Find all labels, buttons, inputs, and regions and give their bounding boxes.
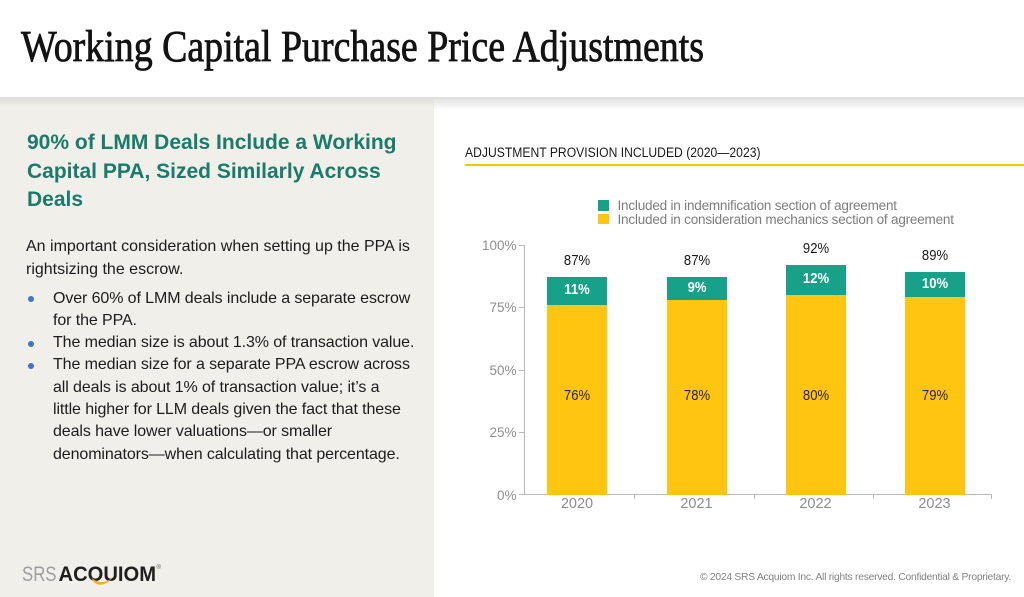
svg-text:ACOUIOM: ACOUIOM — [59, 563, 157, 586]
svg-text:SRS: SRS — [22, 563, 57, 586]
svg-text:®: ® — [157, 564, 162, 571]
